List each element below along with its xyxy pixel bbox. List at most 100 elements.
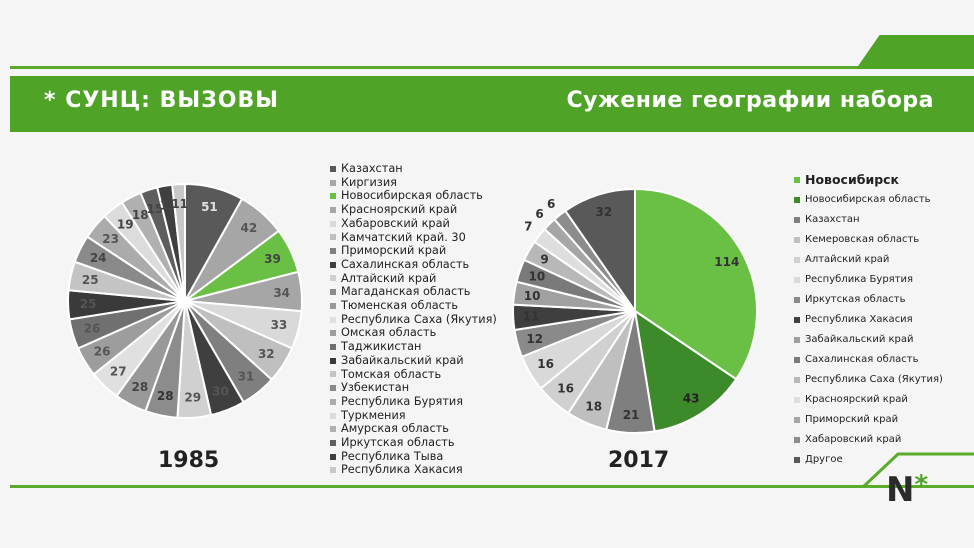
title-banner: [10, 76, 974, 132]
legend-label: Республика Саха (Якутия): [805, 374, 943, 385]
legend-item: Томская область: [330, 368, 497, 382]
legend-item: Красноярский край: [330, 203, 497, 217]
logo: N*: [886, 470, 929, 510]
legend-swatch: [794, 317, 800, 323]
year-2017: 2017: [608, 448, 670, 473]
legend-swatch: [330, 179, 336, 186]
slice-data-label: 30: [212, 384, 229, 398]
legend-swatch: [330, 275, 336, 282]
legend-item: Магаданская область: [330, 285, 497, 299]
slice-data-label: 26: [84, 321, 101, 335]
legend-item: Хабаровский край: [794, 430, 943, 450]
slice-data-label: 24: [90, 251, 107, 265]
slice-data-label: 27: [110, 364, 127, 378]
legend-label: Забайкальский край: [805, 334, 914, 345]
legend-swatch: [330, 453, 336, 460]
legend-item: Иркутская область: [794, 290, 943, 310]
legend-item: Тюменская область: [330, 299, 497, 313]
legend-label: Новосибирская область: [805, 194, 931, 205]
slice-data-label: 33: [271, 318, 288, 332]
legend-item: Приморский край: [330, 244, 497, 258]
slice-data-label: 7: [524, 220, 532, 234]
legend-item: Омская область: [330, 326, 497, 340]
pie-slice: [563, 187, 636, 315]
slice-data-label: 18: [585, 399, 602, 413]
legend-item: Казахстан: [330, 162, 497, 176]
logo-star-icon: *: [914, 470, 929, 500]
legend-swatch: [330, 289, 336, 296]
legend-swatch: [794, 457, 800, 463]
title-star: *: [44, 88, 57, 113]
legend-swatch: [330, 206, 336, 213]
legend-swatch: [794, 377, 800, 383]
slide-title: * СУНЦ: ВЫЗОВЫ: [44, 88, 280, 113]
legend-item: Туркмения: [330, 409, 497, 423]
legend-swatch: [330, 412, 336, 419]
legend-label: Красноярский край: [341, 203, 458, 217]
legend-label: Сахалинская область: [341, 257, 470, 271]
pie-slice: [634, 187, 758, 381]
legend-label: Республика Хакасия: [341, 463, 463, 477]
legend-swatch: [330, 261, 336, 268]
legend-swatch: [330, 357, 336, 364]
legend-swatch: [794, 197, 800, 203]
legend-swatch: [330, 439, 336, 446]
legend-label: Томская область: [341, 367, 442, 381]
legend-swatch: [330, 371, 336, 378]
legend-label: Таджикистан: [341, 340, 422, 354]
legend-label: Кемеровская область: [805, 234, 920, 245]
legend-swatch: [330, 385, 336, 392]
legend-swatch: [794, 297, 800, 303]
slice-data-label: 51: [201, 200, 218, 214]
legend-item: Казахстан: [794, 210, 943, 230]
top-green-line: [10, 66, 974, 69]
slice-data-label: 11: [171, 197, 188, 211]
legend-label: Приморский край: [805, 414, 899, 425]
legend-swatch: [794, 357, 800, 363]
legend-item: Республика Саха (Якутия): [794, 370, 943, 390]
legend-item: Другое: [794, 450, 943, 470]
legend-label: Казахстан: [805, 214, 860, 225]
legend-item: Алтайский край: [794, 250, 943, 270]
legend-item: Таджикистан: [330, 340, 497, 354]
legend-swatch: [330, 330, 336, 337]
legend-swatch: [330, 302, 336, 309]
slice-data-label: 26: [94, 344, 111, 358]
slice-data-label: 114: [714, 255, 739, 269]
legend-item: Новосибирск: [794, 170, 943, 190]
legend-label: Приморский край: [341, 244, 447, 258]
slice-data-label: 13: [160, 198, 177, 212]
legend-swatch: [330, 220, 336, 227]
legend-label: Красноярский край: [805, 394, 908, 405]
slice-data-label: 16: [537, 357, 554, 371]
legend-label: Камчатский край. 30: [341, 230, 466, 244]
bottom-tab-shape: [862, 452, 974, 488]
slice-data-label: 11: [523, 309, 540, 323]
slice-data-label: 25: [80, 297, 97, 311]
legend-item: Киргизия: [330, 176, 497, 190]
legend-item: Сахалинская область: [794, 350, 943, 370]
pie-slice: [171, 182, 186, 302]
slice-data-label: 39: [264, 252, 281, 266]
legend-swatch: [794, 417, 800, 423]
slice-data-label: 19: [117, 218, 134, 232]
legend-swatch: [794, 437, 800, 443]
slice-data-label: 10: [524, 289, 541, 303]
legend-swatch: [330, 248, 336, 255]
legend-swatch: [330, 426, 336, 433]
legend-item: Хабаровский край: [330, 217, 497, 231]
legend-item: Новосибирская область: [794, 190, 943, 210]
legend-swatch: [794, 237, 800, 243]
legend-swatch: [330, 398, 336, 405]
legend-swatch: [794, 337, 800, 343]
legend-swatch: [330, 165, 336, 172]
legend-label: Казахстан: [341, 162, 403, 175]
slice-data-label: 34: [273, 286, 290, 300]
slice-data-label: 9: [540, 253, 548, 267]
legend-swatch: [330, 467, 336, 474]
slice-data-label: 12: [526, 332, 543, 346]
slice-data-label: 32: [258, 347, 275, 361]
legend-item: Иркутская область: [330, 436, 497, 450]
